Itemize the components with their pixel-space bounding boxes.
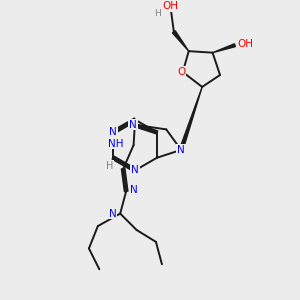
Text: H: H (106, 161, 113, 171)
Text: N: N (131, 165, 139, 176)
Text: OH: OH (237, 39, 254, 49)
Text: H: H (154, 9, 161, 18)
Text: N: N (109, 208, 117, 219)
Text: OH: OH (163, 1, 179, 11)
Text: N: N (130, 185, 137, 195)
Text: N: N (129, 119, 137, 130)
Polygon shape (179, 87, 202, 150)
Polygon shape (213, 44, 236, 53)
Text: N: N (177, 145, 185, 155)
Text: NH: NH (108, 139, 123, 148)
Text: O: O (177, 67, 185, 77)
Text: N: N (109, 128, 117, 137)
Polygon shape (172, 31, 189, 51)
